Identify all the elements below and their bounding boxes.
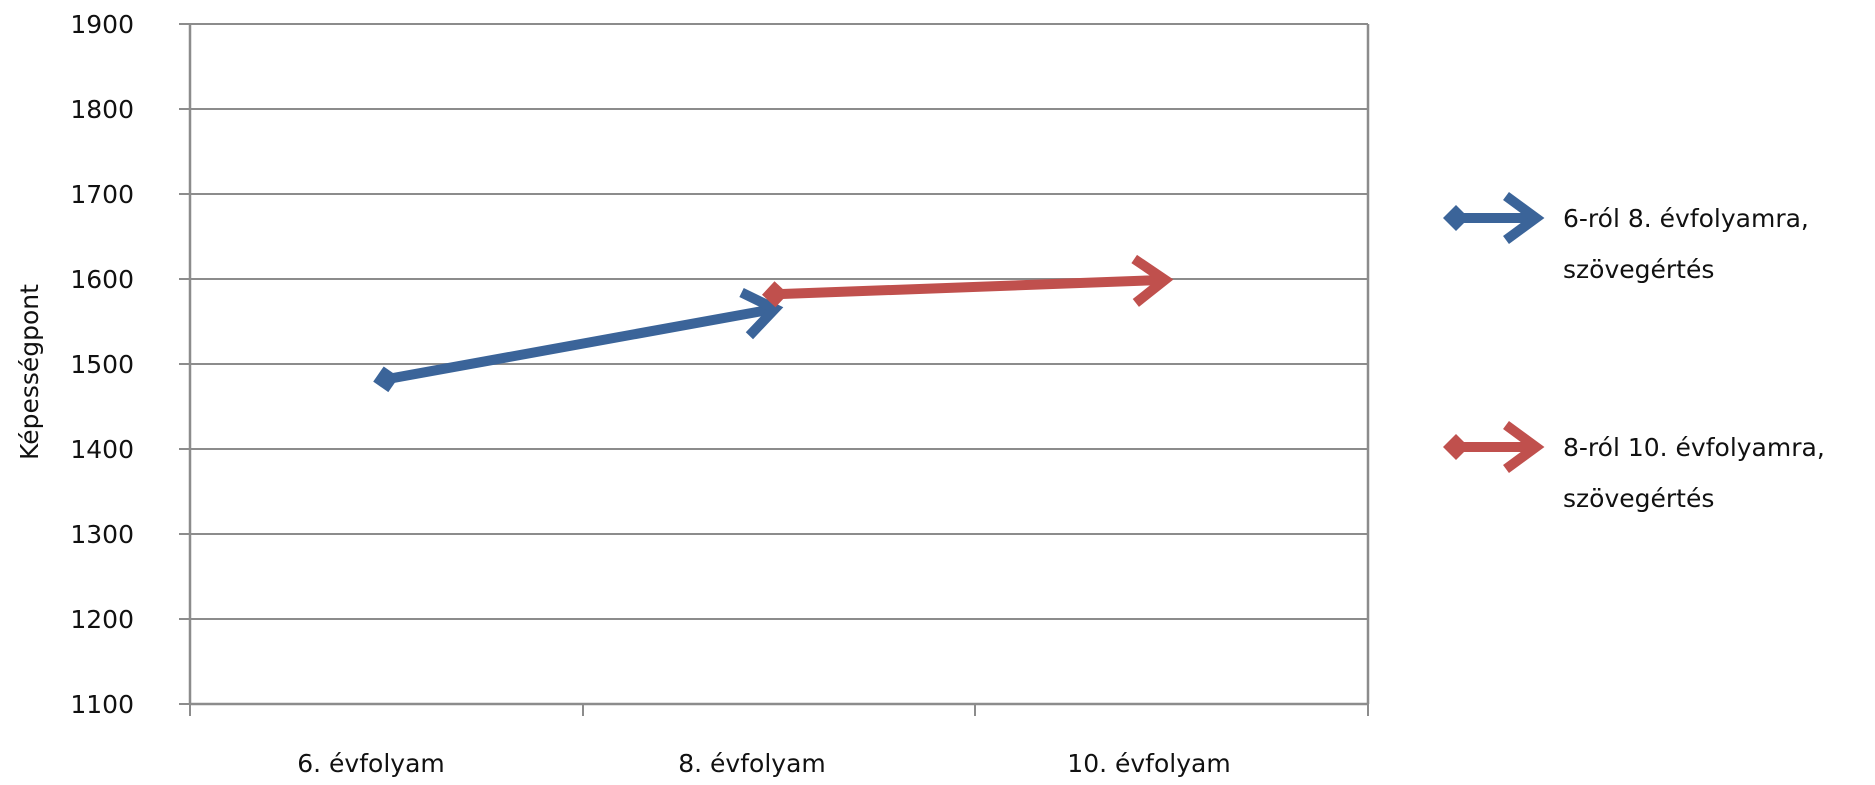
y-tick-label: 1100 — [70, 690, 134, 719]
x-category-label: 8. évfolyam — [678, 749, 826, 778]
gridlines — [179, 23, 1368, 705]
legend-1-arrow — [1443, 191, 1545, 245]
series-layer — [373, 254, 1174, 393]
legend-item-1: 6-ról 8. évfolyamra, szövegértés — [1443, 191, 1809, 284]
legend-item-2: 8-ról 10. évfolyamra, szövegértés — [1443, 420, 1825, 513]
y-tick-label: 1400 — [70, 435, 134, 464]
y-tick-label: 1700 — [70, 180, 134, 209]
legend-label: 6-ról 8. évfolyamra, — [1563, 204, 1809, 233]
y-tick-label: 1600 — [70, 265, 134, 294]
legend-label: szövegértés — [1563, 484, 1714, 513]
legend-1-diamond-marker — [1443, 205, 1469, 231]
series-1-diamond-marker — [373, 366, 399, 393]
series-2-arrow — [762, 254, 1174, 308]
legend-2-arrowhead — [1503, 420, 1545, 474]
legend-2-arrow — [1443, 420, 1545, 474]
legend-2-diamond-marker — [1443, 434, 1469, 460]
legend-1-arrowhead — [1503, 191, 1545, 245]
series-1-arrowhead — [739, 287, 784, 340]
series-1-arrow — [373, 287, 784, 393]
y-tick-label: 1300 — [70, 520, 134, 549]
legend-label: szövegértés — [1563, 255, 1714, 284]
series-2-diamond-marker — [762, 281, 788, 308]
series-2-shaft — [774, 275, 1160, 300]
axes — [188, 24, 1370, 716]
series-1 — [373, 287, 784, 393]
x-category-label: 6. évfolyam — [297, 749, 445, 778]
y-tick-label: 1200 — [70, 605, 134, 634]
legend-label: 8-ról 10. évfolyamra, — [1563, 433, 1825, 462]
y-tick-label: 1500 — [70, 350, 134, 379]
series-1-shaft — [385, 304, 770, 385]
y-axis-title: Képességpont — [15, 284, 44, 460]
series-2-arrowhead — [1131, 254, 1174, 307]
series-2 — [762, 254, 1174, 308]
x-category-label: 10. évfolyam — [1067, 749, 1230, 778]
y-tick-label: 1800 — [70, 95, 134, 124]
x-category-labels: 6. évfolyam 8. évfolyam 10. évfolyam — [297, 749, 1230, 778]
y-tick-labels: 1100 1200 1300 1400 1500 1600 1700 1800 1900 — [70, 10, 134, 719]
y-tick-label: 1900 — [70, 10, 134, 39]
